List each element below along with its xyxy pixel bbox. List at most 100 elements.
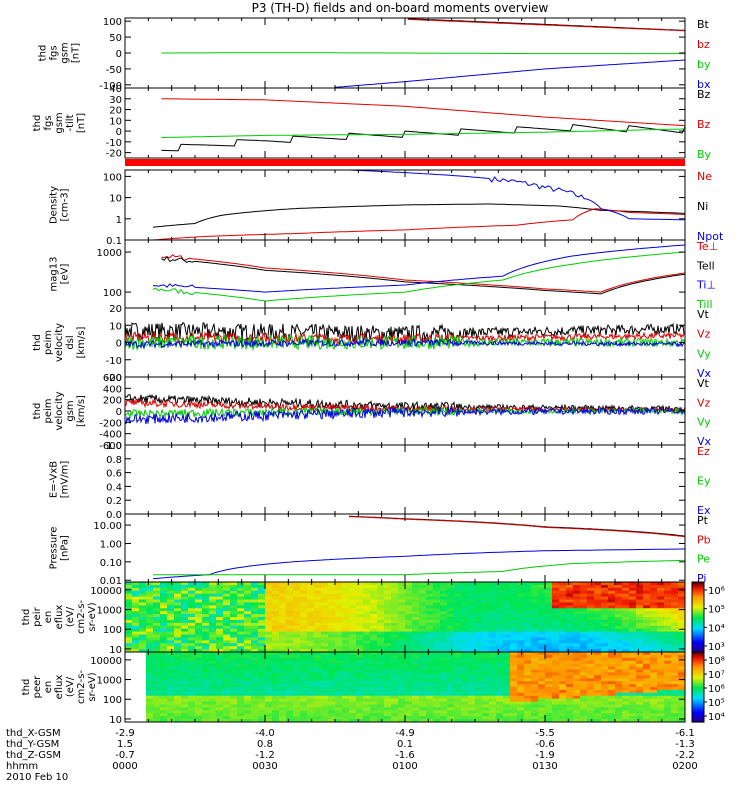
heatmap-cell <box>475 628 483 633</box>
heatmap-cell <box>559 640 567 644</box>
heatmap-cell <box>146 695 154 700</box>
heatmap-cell <box>244 675 252 679</box>
y-tick-label: 1000 <box>97 606 122 617</box>
heatmap-cell <box>195 707 203 711</box>
heatmap-cell <box>643 678 651 682</box>
heatmap-cell <box>461 669 469 674</box>
heatmap-cell <box>167 631 175 636</box>
heatmap-cell <box>566 707 574 711</box>
heatmap-cell <box>377 719 385 722</box>
heatmap-cell <box>293 646 301 650</box>
heatmap-cell <box>650 590 658 595</box>
heatmap-cell <box>342 611 350 615</box>
heatmap-cell <box>650 695 658 700</box>
heatmap-cell <box>244 704 252 709</box>
heatmap-cell <box>314 713 322 717</box>
heatmap-cell <box>566 666 574 671</box>
heatmap-cell <box>650 646 658 650</box>
heatmap-cell <box>384 646 392 650</box>
heatmap-cell <box>496 625 504 630</box>
heatmap-cell <box>349 611 357 615</box>
heatmap-cell <box>496 582 504 586</box>
heatmap-cell <box>573 582 581 586</box>
y-axis-label: [mV/m] <box>60 461 71 499</box>
heatmap-cell <box>160 637 168 641</box>
heatmap-cell <box>195 716 203 720</box>
heatmap-cell <box>356 640 364 644</box>
heatmap-cell <box>293 669 301 674</box>
heatmap-cell <box>370 660 378 665</box>
heatmap-cell <box>160 663 168 668</box>
heatmap-cell <box>356 649 364 652</box>
heatmap-cell <box>328 649 336 652</box>
heatmap-cell <box>503 652 511 656</box>
heatmap-cell <box>160 695 168 700</box>
heatmap-cell <box>265 654 273 659</box>
heatmap-cell <box>307 637 315 641</box>
heatmap-cell <box>335 660 343 665</box>
heatmap-cell <box>524 625 532 630</box>
heatmap-cell <box>167 663 175 668</box>
heatmap-cell <box>461 666 469 671</box>
heatmap-cell <box>510 701 518 706</box>
heatmap-cell <box>671 596 679 601</box>
heatmap-cell <box>405 669 413 674</box>
heatmap-cell <box>580 625 588 630</box>
colorbar-segment <box>692 636 704 639</box>
heatmap-cell <box>398 646 406 650</box>
heatmap-cell <box>160 684 168 688</box>
heatmap-cell <box>559 666 567 671</box>
heatmap-cell <box>524 678 532 682</box>
heatmap-cell <box>132 637 140 641</box>
heatmap-cell <box>251 649 259 652</box>
heatmap-cell <box>454 587 462 592</box>
heatmap-cell <box>664 672 672 676</box>
heatmap-cell <box>587 704 595 709</box>
heatmap-cell <box>524 584 532 589</box>
heatmap-cell <box>566 582 574 586</box>
heatmap-cell <box>237 704 245 709</box>
heatmap-cell <box>419 634 427 639</box>
heatmap-cell <box>629 663 637 668</box>
heatmap-cell <box>405 701 413 706</box>
heatmap-cell <box>475 654 483 659</box>
heatmap-cell <box>265 689 273 694</box>
heatmap-cell <box>300 582 308 586</box>
heatmap-cell <box>678 640 685 644</box>
heatmap-cell <box>489 593 497 598</box>
heatmap-cell <box>328 602 336 606</box>
heatmap-cell <box>552 582 560 586</box>
heatmap-cell <box>195 719 203 722</box>
heatmap-cell <box>258 608 266 612</box>
heatmap-cell <box>384 599 392 604</box>
heatmap-cell <box>405 637 413 641</box>
heatmap-cell <box>552 634 560 639</box>
heatmap-cell <box>335 643 343 647</box>
heatmap-cell <box>167 681 175 685</box>
heatmap-cell <box>657 646 665 650</box>
heatmap-cell <box>650 649 658 652</box>
heatmap-cell <box>258 672 266 676</box>
heatmap-cell <box>335 716 343 720</box>
y-tick-label: -20 <box>106 373 122 384</box>
heatmap-cell <box>559 698 567 703</box>
y-tick-label: 400 <box>103 384 122 395</box>
heatmap-cell <box>307 646 315 650</box>
heatmap-cell <box>433 716 441 720</box>
heatmap-cell <box>251 692 259 697</box>
heatmap-cell <box>531 614 539 618</box>
legend-Vz: Vz <box>697 328 711 341</box>
heatmap-cell <box>426 596 434 601</box>
heatmap-cell <box>146 707 154 711</box>
heatmap-cell <box>342 596 350 601</box>
heatmap-cell <box>181 646 189 650</box>
heatmap-cell <box>174 692 182 697</box>
heatmap-cell <box>349 605 357 609</box>
heatmap-cell <box>594 666 602 671</box>
heatmap-cell <box>531 675 539 679</box>
heatmap-cell <box>188 689 196 694</box>
heatmap-cell <box>573 596 581 601</box>
heatmap-cell <box>342 704 350 709</box>
heatmap-cell <box>398 692 406 697</box>
